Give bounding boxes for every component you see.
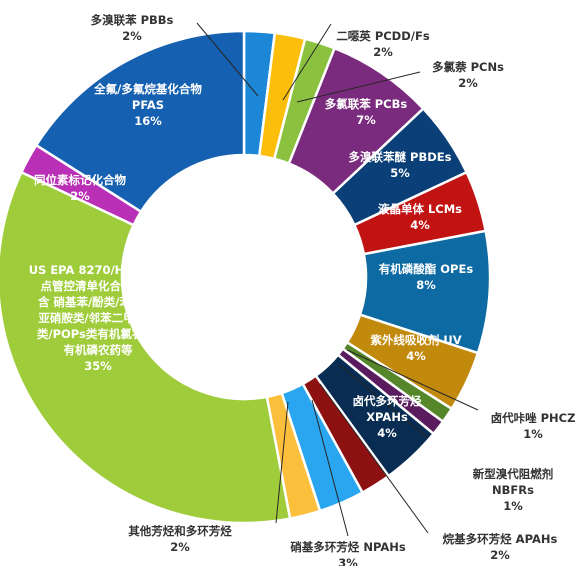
slice-name-label: 硝基多环芳烃 NPAHs (290, 540, 406, 554)
slice-percent-label: 8% (416, 278, 436, 292)
slice-label-xpahs: 卤代多环芳烃 XPAHs 4% (353, 394, 422, 440)
slice-name-label: 卤代多环芳烃 (353, 394, 422, 408)
slice-percent-label: 2% (170, 540, 190, 554)
slice-name-label: 多氯联苯 PCBs (325, 97, 408, 111)
donut-slice-14 (0, 170, 292, 525)
slice-name-label: 类/POPs类有机氯农药/ (37, 327, 160, 341)
slice-percent-label: 35% (84, 359, 112, 373)
slice-percent-label: 4% (406, 349, 426, 363)
slice-percent-label: 5% (390, 166, 410, 180)
slice-label-uv: 紫外线吸收剂 UV 4% (370, 333, 461, 363)
leader-line-1 (282, 23, 332, 101)
leader-line-8 (346, 349, 479, 411)
slice-percent-label: 16% (134, 114, 162, 128)
slice-name-label: 全氟/多氟烷基化合物 (93, 82, 202, 96)
slice-name-label: 亚硝胺类/邻苯二甲酸酯 (38, 311, 158, 325)
slice-label-slice: 其他芳烃和多环芳烃 2% (128, 524, 232, 554)
slice-name-label: 有机磷农药等 (64, 343, 133, 357)
slice-label-slice: US EPA 8270/HJ法规/重点管控清单化合物，包含 硝基苯/酚类/苯胺类… (29, 263, 168, 373)
slice-name-label: 有机磷酸酯 OPEs (379, 262, 474, 276)
slice-percent-label: 2% (122, 29, 142, 43)
slice-label-npahs: 硝基多环芳烃 NPAHs 3% (290, 540, 406, 566)
slice-name-label: 多溴联苯醚 PBDEs (349, 150, 452, 164)
slice-percent-label: 2% (490, 548, 510, 562)
slice-name-label: XPAHs (366, 410, 408, 424)
donut-slice-16 (34, 29, 246, 214)
slice-name-label: 紫外线吸收剂 UV (370, 333, 461, 347)
slice-name-label: PFAS (132, 98, 164, 112)
slice-percent-label: 2% (458, 76, 478, 90)
leader-line-12 (311, 399, 349, 537)
leader-line-11 (319, 383, 429, 534)
leader-line-13 (275, 401, 289, 524)
slice-label-pcbs: 多氯联苯 PCBs 7% (325, 97, 408, 127)
leader-line-0 (196, 22, 259, 97)
slice-percent-label: 7% (356, 113, 376, 127)
slice-label-apahs: 烷基多环芳烃 APAHs 2% (443, 532, 558, 562)
slice-name-label: 多溴联苯 PBBs (91, 13, 174, 27)
slice-label-slice: 同位素标记化合物 2% (34, 173, 126, 203)
slice-percent-label: 1% (523, 427, 543, 441)
slice-name-label: 液晶单体 LCMs (378, 202, 462, 216)
slice-label-nbfrs: 新型溴代阻燃剂 NBFRs 1% (473, 467, 554, 513)
slice-percent-label: 1% (503, 499, 523, 513)
slice-percent-label: 4% (377, 426, 397, 440)
slice-percent-label: 2% (70, 189, 90, 203)
slice-label-pcdd-fs: 二噁英 PCDD/Fs 2% (336, 29, 430, 59)
slice-name-label: 烷基多环芳烃 APAHs (443, 532, 558, 546)
slice-label-pcns: 多氯萘 PCNs 2% (432, 60, 504, 90)
slice-name-label: NBFRs (492, 483, 534, 497)
slice-label-pfas: 全氟/多氟烷基化合物 PFAS 16% (93, 82, 202, 128)
slice-percent-label: 3% (338, 556, 358, 566)
slice-percent-label: 2% (373, 45, 393, 59)
slice-label-pbbs: 多溴联苯 PBBs 2% (91, 13, 174, 43)
leader-line-9 (338, 364, 429, 439)
slice-percent-label: 4% (410, 218, 430, 232)
leader-line-2 (296, 71, 421, 103)
slice-name-label: 卤代咔唑 PHCZ (491, 411, 576, 425)
slice-name-label: 其他芳烃和多环芳烃 (128, 524, 232, 538)
slice-name-label: 二噁英 PCDD/Fs (336, 29, 430, 43)
slice-label-phcz: 卤代咔唑 PHCZ 1% (491, 411, 576, 441)
slice-label-lcms: 液晶单体 LCMs 4% (378, 202, 462, 232)
slice-label-opes: 有机磷酸酯 OPEs 8% (379, 262, 474, 292)
slice-name-label: 新型溴代阻燃剂 (473, 467, 554, 481)
slice-name-label: US EPA 8270/HJ法规/重 (29, 263, 168, 277)
slice-name-label: 点管控清单化合物，包 (41, 279, 156, 293)
slice-label-pbdes: 多溴联苯醚 PBDEs 5% (349, 150, 452, 180)
slice-name-label: 多氯萘 PCNs (432, 60, 504, 74)
slice-name-label: 同位素标记化合物 (34, 173, 126, 187)
slice-name-label: 含 硝基苯/酚类/苯胺类/ (37, 295, 159, 309)
